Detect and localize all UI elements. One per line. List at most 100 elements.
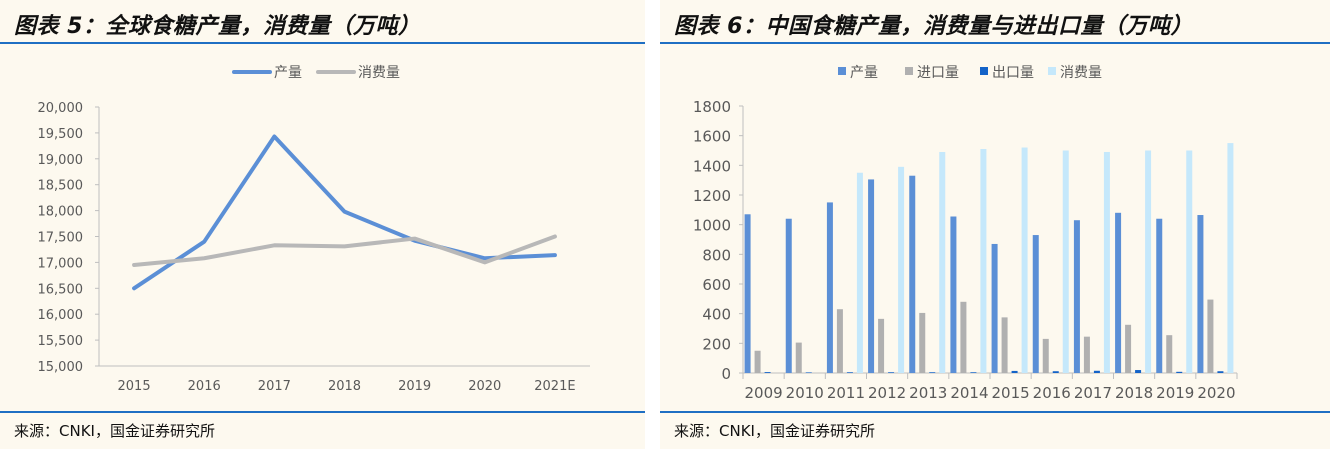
bar-4-2015 bbox=[1021, 147, 1028, 373]
bar-1-2011 bbox=[826, 202, 833, 373]
x-tick-label: 2020 bbox=[468, 379, 501, 394]
x-tick-label: 2016 bbox=[188, 379, 221, 394]
x-tick-label: 2013 bbox=[909, 384, 947, 402]
y-tick-label: 1400 bbox=[693, 157, 731, 175]
x-tick-label: 2017 bbox=[258, 379, 291, 394]
y-tick-label: 19,500 bbox=[38, 127, 84, 142]
y-tick-label: 600 bbox=[702, 276, 731, 294]
bar-2-2010 bbox=[795, 342, 802, 373]
y-tick-label: 1800 bbox=[693, 98, 731, 116]
legend-label-1: 产量 bbox=[850, 65, 878, 81]
x-tick-label: 2012 bbox=[868, 384, 906, 402]
series-line-2 bbox=[132, 234, 557, 267]
bar-1-2015 bbox=[991, 243, 998, 373]
figure-6-source: 来源：CNKI，国金证券研究所 bbox=[674, 422, 875, 440]
bar-2-2012 bbox=[878, 318, 885, 373]
y-tick-label: 16,500 bbox=[38, 282, 84, 297]
bar-4-2017 bbox=[1103, 151, 1110, 373]
legend-label-1: 产量 bbox=[274, 65, 302, 81]
legend-label-2: 进口量 bbox=[917, 65, 959, 81]
y-tick-label: 20,000 bbox=[38, 101, 84, 116]
bar-2-2018 bbox=[1125, 324, 1132, 373]
legend-swatch-1 bbox=[838, 67, 846, 75]
y-tick-label: 18,000 bbox=[38, 205, 84, 220]
x-tick-label: 2018 bbox=[1115, 384, 1153, 402]
china-sugar-bar-chart: 产量 进口量 出口量 消费量 0 200 400 600 800 1000 1200 1400 1600… bbox=[693, 65, 1238, 402]
y-tick-label: 17,500 bbox=[38, 231, 84, 246]
bar-4-2019 bbox=[1186, 150, 1193, 373]
y-tick-label: 15,500 bbox=[38, 334, 84, 349]
y-tick-label: 18,500 bbox=[38, 179, 84, 194]
bar-3-2015 bbox=[1011, 370, 1018, 373]
bar-1-2019 bbox=[1156, 218, 1163, 373]
bar-1-2020 bbox=[1197, 215, 1204, 373]
legend-label-4: 消费量 bbox=[1060, 65, 1102, 81]
x-tick-label: 2020 bbox=[1197, 384, 1235, 402]
bar-1-2017 bbox=[1073, 220, 1080, 373]
bar-2-2011 bbox=[836, 309, 843, 373]
x-tick-label: 2011 bbox=[827, 384, 865, 402]
x-tick-label: 2019 bbox=[1156, 384, 1194, 402]
bar-3-2013 bbox=[929, 372, 936, 373]
bar-3-2010 bbox=[805, 372, 812, 373]
bar-3-2019 bbox=[1176, 371, 1183, 373]
y-tick-label: 17,000 bbox=[38, 256, 84, 271]
bar-1-2016 bbox=[1032, 235, 1039, 373]
y-tick-label: 0 bbox=[721, 365, 731, 383]
bar-3-2012 bbox=[888, 372, 895, 373]
x-tick-label: 2019 bbox=[398, 379, 431, 394]
bar-2-2016 bbox=[1042, 338, 1049, 373]
bar-4-2016 bbox=[1062, 150, 1069, 373]
legend-swatch-4 bbox=[1048, 67, 1056, 75]
x-tick-label: 2017 bbox=[1074, 384, 1112, 402]
series-line-1 bbox=[132, 134, 557, 291]
legend-label-3: 出口量 bbox=[992, 65, 1034, 81]
y-tick-label: 19,000 bbox=[38, 153, 84, 168]
x-tick-label: 2015 bbox=[118, 379, 151, 394]
bar-4-2020 bbox=[1227, 143, 1234, 373]
x-tick-label: 2016 bbox=[1033, 384, 1071, 402]
y-tick-label: 16,000 bbox=[38, 308, 84, 323]
figure-5-source: 来源：CNKI，国金证券研究所 bbox=[14, 422, 215, 440]
bar-2-2020 bbox=[1207, 299, 1214, 373]
x-tick-label: 2018 bbox=[328, 379, 361, 394]
bar-3-2009 bbox=[764, 372, 771, 373]
y-tick-label: 800 bbox=[702, 246, 731, 264]
figure-6-bottom-rule bbox=[660, 411, 1330, 413]
bar-1-2009 bbox=[744, 214, 751, 373]
bar-3-2018 bbox=[1135, 370, 1142, 373]
figure-5-title: 图表 5：全球食糖产量，消费量（万吨） bbox=[14, 14, 421, 39]
x-tick-label: 2015 bbox=[991, 384, 1029, 402]
x-tick-label: 2009 bbox=[744, 384, 782, 402]
figure-5-panel: 图表 5：全球食糖产量，消费量（万吨） 产量 消费量 15,000 15,500 16,… bbox=[0, 0, 645, 449]
bar-3-2011 bbox=[846, 372, 853, 373]
bar-2-2013 bbox=[919, 312, 926, 373]
bar-2-2019 bbox=[1166, 335, 1173, 373]
bar-3-2020 bbox=[1217, 371, 1224, 373]
legend-swatch-2 bbox=[905, 67, 913, 75]
bar-1-2010 bbox=[785, 218, 792, 373]
y-tick-label: 1600 bbox=[693, 128, 731, 146]
figure-6-title: 图表 6：中国食糖产量，消费量与进出口量（万吨） bbox=[674, 14, 1193, 39]
bar-4-2013 bbox=[939, 151, 946, 373]
bar-4-2018 bbox=[1145, 150, 1152, 373]
bar-1-2014 bbox=[950, 216, 957, 373]
y-tick-label: 200 bbox=[702, 335, 731, 353]
bar-2-2009 bbox=[754, 350, 761, 373]
bar-4-2012 bbox=[898, 166, 905, 373]
bar-1-2013 bbox=[909, 175, 916, 373]
legend-label-2: 消费量 bbox=[358, 65, 400, 81]
y-tick-label: 15,000 bbox=[38, 360, 84, 375]
bar-1-2012 bbox=[868, 179, 875, 373]
figure-5-top-rule bbox=[0, 42, 645, 44]
bar-2-2015 bbox=[1001, 317, 1008, 373]
bar-2-2017 bbox=[1083, 336, 1090, 373]
bar-3-2017 bbox=[1093, 370, 1100, 373]
y-tick-label: 1000 bbox=[693, 217, 731, 235]
y-tick-label: 1200 bbox=[693, 187, 731, 205]
bar-2-2014 bbox=[960, 301, 967, 373]
legend-swatch-3 bbox=[980, 67, 988, 75]
figure-5-bottom-rule bbox=[0, 411, 645, 413]
bar-3-2016 bbox=[1052, 371, 1059, 373]
bar-3-2014 bbox=[970, 372, 977, 373]
